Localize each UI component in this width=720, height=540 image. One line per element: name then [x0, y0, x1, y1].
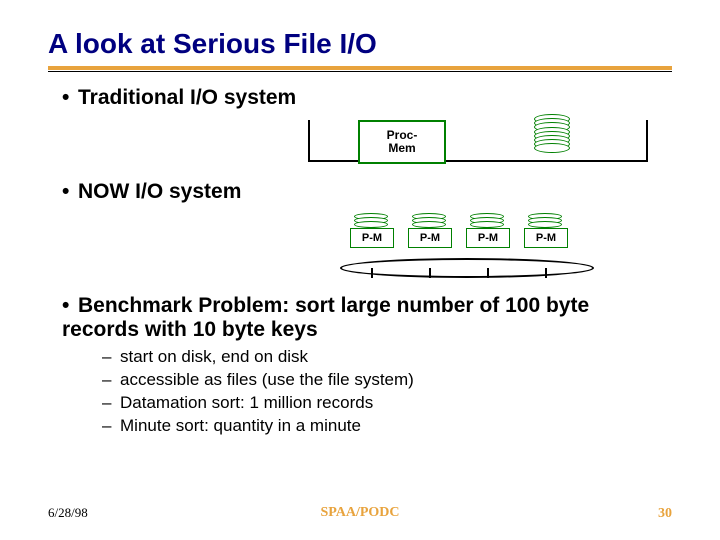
sub-bullet-text: accessible as files (use the file system…	[120, 370, 414, 389]
slide: A look at Serious File I/O •Traditional …	[0, 0, 720, 540]
sub-bullet-text: Minute sort: quantity in a minute	[120, 416, 361, 435]
disk-icon	[534, 143, 570, 153]
sub-bullet-text: Datamation sort: 1 million records	[120, 393, 373, 412]
footer-date: 6/28/98	[48, 505, 88, 521]
pm-box: P-M	[524, 228, 568, 248]
slide-footer: 6/28/98 SPAA/PODC 30	[0, 505, 720, 522]
now-node: P-M	[524, 228, 568, 248]
sub-bullet: –Datamation sort: 1 million records	[102, 392, 672, 415]
bullet-traditional: •Traditional I/O system	[62, 86, 672, 110]
disk-icon	[412, 221, 446, 228]
node-connector	[487, 268, 489, 278]
title-rule	[48, 66, 672, 72]
sub-bullet-text: start on disk, end on disk	[120, 347, 308, 366]
sub-bullet: –Minute sort: quantity in a minute	[102, 415, 672, 438]
now-node: P-M	[466, 228, 510, 248]
footer-venue: SPAA/PODC	[320, 505, 399, 521]
slide-body: •Traditional I/O system Proc- Mem •NOW I…	[48, 86, 672, 438]
bullet-benchmark: •Benchmark Problem: sort large number of…	[62, 294, 672, 342]
proc-mem-box: Proc- Mem	[358, 120, 446, 164]
disk-icon	[354, 221, 388, 228]
disk-icon	[470, 221, 504, 228]
now-node: P-M	[408, 228, 452, 248]
diagram-traditional-io: Proc- Mem	[48, 114, 672, 170]
disk-icon	[528, 221, 562, 228]
pm-box: P-M	[466, 228, 510, 248]
now-node: P-M	[350, 228, 394, 248]
bullet-now: •NOW I/O system	[62, 180, 672, 204]
diagram-now-io: P-M P-M P-M P-M	[48, 208, 672, 282]
bullet-text: Traditional I/O system	[78, 86, 296, 109]
node-connector	[371, 268, 373, 278]
sub-bullet: –accessible as files (use the file syste…	[102, 369, 672, 392]
pm-box: P-M	[350, 228, 394, 248]
bullet-text: Benchmark Problem: sort large number of …	[62, 294, 589, 341]
bullet-text: NOW I/O system	[78, 180, 241, 203]
node-connector	[545, 268, 547, 278]
proc-label-2: Mem	[360, 142, 444, 155]
sub-bullet: –start on disk, end on disk	[102, 346, 672, 369]
pm-box: P-M	[408, 228, 452, 248]
footer-page: 30	[658, 506, 672, 522]
slide-title: A look at Serious File I/O	[48, 28, 672, 60]
node-connector	[429, 268, 431, 278]
interconnect-oval	[340, 258, 594, 278]
